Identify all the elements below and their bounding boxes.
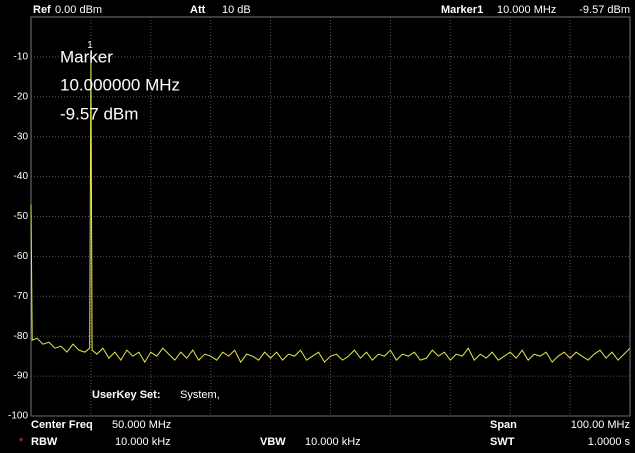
center-value: 50.000 MHz [112,419,171,431]
userkey-value: System, [180,389,220,401]
y-tick-label: -90 [14,371,29,382]
y-tick-label: -80 [14,331,29,342]
ref-label: Ref [33,4,51,16]
span-label: Span [490,419,517,431]
y-tick-label: -10 [14,52,29,63]
att-label: Att [190,4,206,16]
span-value: 100.00 MHz [571,419,630,431]
center-label: Center Freq [31,419,93,431]
y-tick-label: -60 [14,251,29,262]
y-tick-label: -100 [8,411,28,422]
marker-amplitude: -9.57 dBm [60,104,138,123]
y-tick-label: -70 [14,291,29,302]
userkey-label: UserKey Set: [92,389,160,401]
marker-title: Marker [60,47,113,66]
ref-value: 0.00 dBm [55,4,102,16]
y-tick-label: -50 [14,211,29,222]
trace [30,55,631,364]
y-tick-label: -40 [14,171,29,182]
att-value: 10 dB [222,4,251,16]
vbw-label: VBW [260,436,286,448]
vbw-value: 10.000 kHz [305,436,361,448]
swt-value: 1.0000 s [588,436,631,448]
y-tick-label: -30 [14,131,29,142]
marker-label: Marker1 [441,4,483,16]
marker-id: 1 [87,40,93,51]
marker-level: -9.57 dBm [579,4,630,16]
y-tick-label: -20 [14,91,29,102]
plot: -10 -20 -30 -40 -50 -60 -70 -80 -90 -100 1 [8,16,631,422]
marker-frequency: 10.000000 MHz [60,75,180,94]
marker-freq: 10.000 MHz [497,4,556,16]
rbw-value: 10.000 kHz [115,436,171,448]
swt-label: SWT [490,436,515,448]
rbw-flag: * [19,436,24,448]
rbw-label: RBW [31,436,58,448]
